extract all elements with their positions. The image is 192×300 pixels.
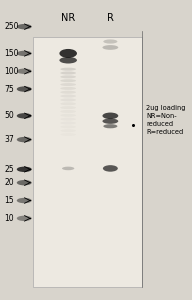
Text: 10: 10 <box>4 214 14 223</box>
Ellipse shape <box>103 45 118 50</box>
Ellipse shape <box>60 68 76 70</box>
Ellipse shape <box>103 39 117 44</box>
Ellipse shape <box>60 83 76 86</box>
Text: 150: 150 <box>4 49 18 58</box>
Text: 25: 25 <box>4 165 14 174</box>
Text: 2ug loading
NR=Non-
reduced
R=reduced: 2ug loading NR=Non- reduced R=reduced <box>146 105 186 135</box>
Text: 37: 37 <box>4 135 14 144</box>
Ellipse shape <box>60 79 76 82</box>
Ellipse shape <box>17 167 32 172</box>
Ellipse shape <box>17 69 32 74</box>
Ellipse shape <box>17 86 32 92</box>
Ellipse shape <box>103 165 118 172</box>
Text: R: R <box>107 13 114 23</box>
Ellipse shape <box>17 198 32 203</box>
Ellipse shape <box>59 57 77 64</box>
Ellipse shape <box>17 137 32 142</box>
Ellipse shape <box>17 113 32 118</box>
Text: 75: 75 <box>4 85 14 94</box>
Ellipse shape <box>60 94 76 98</box>
Text: 15: 15 <box>4 196 14 205</box>
Ellipse shape <box>103 112 118 119</box>
Ellipse shape <box>17 216 32 221</box>
Text: 20: 20 <box>4 178 14 187</box>
Ellipse shape <box>60 87 76 90</box>
Ellipse shape <box>17 24 32 29</box>
Text: 50: 50 <box>4 111 14 120</box>
Ellipse shape <box>103 118 118 124</box>
Ellipse shape <box>17 180 32 185</box>
Ellipse shape <box>62 167 74 170</box>
FancyBboxPatch shape <box>33 37 142 287</box>
Text: 100: 100 <box>4 67 18 76</box>
Ellipse shape <box>17 51 32 56</box>
Text: NR: NR <box>61 13 75 23</box>
Ellipse shape <box>60 75 76 78</box>
Ellipse shape <box>59 49 77 58</box>
Ellipse shape <box>103 124 117 128</box>
Text: 250: 250 <box>4 22 18 31</box>
Ellipse shape <box>60 91 76 94</box>
Ellipse shape <box>60 71 76 74</box>
